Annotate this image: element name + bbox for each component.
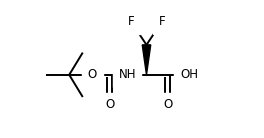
Text: F: F <box>159 15 165 28</box>
Text: O: O <box>163 98 172 111</box>
Text: O: O <box>105 98 114 111</box>
Text: NH: NH <box>119 68 136 81</box>
Text: F: F <box>128 15 134 28</box>
Text: OH: OH <box>180 68 198 81</box>
Text: O: O <box>88 68 97 81</box>
Polygon shape <box>142 45 151 75</box>
